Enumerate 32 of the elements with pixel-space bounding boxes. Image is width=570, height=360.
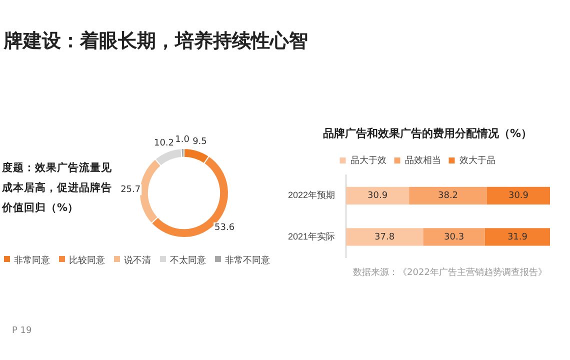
text: 度题：效果广告流量见成本居高，促进品牌告价值回归（%） (2, 160, 113, 216)
bar (484, 228, 550, 246)
bar (486, 186, 550, 204)
data-label: 37.8 (374, 232, 395, 242)
data-label: 30.3 (444, 232, 464, 242)
y-tick-label: 2022年预期 (288, 190, 336, 200)
data-label: 9.5 (192, 137, 207, 148)
data-label: 30.9 (508, 190, 529, 201)
chart-title: 品牌广告和效果广告的费用分配情况（%） (322, 126, 534, 141)
text: 牌建设：着眼长期，培养持续性心智 (4, 29, 308, 54)
bar (409, 186, 487, 204)
data-label: 31.9 (507, 232, 528, 242)
legend-label: 比较同意 (68, 254, 105, 267)
data-label: 10.2 (154, 138, 174, 149)
data-label: 38.2 (438, 190, 458, 201)
bar (423, 228, 485, 246)
legend-label: 效大于品 (459, 154, 496, 165)
legend-label: 非常不同意 (224, 254, 270, 267)
legend-label: 不太同意 (169, 254, 206, 267)
bar (346, 186, 410, 204)
data-label: 1.0 (175, 134, 190, 145)
data-label: 25.7 (120, 185, 141, 196)
bar (346, 228, 424, 246)
data-label: 53.6 (214, 223, 235, 234)
data-label: 30.9 (368, 190, 388, 201)
text: P 19 (12, 326, 32, 336)
legend-label: 说不清 (123, 254, 151, 267)
y-tick-label: 2021年实际 (288, 231, 336, 242)
legend-label: 品效相当 (404, 154, 441, 165)
source-note: 数据来源：《2022年广告主营销趋势调查报告》 (352, 266, 548, 279)
legend-label: 品大于效 (350, 154, 386, 165)
legend-label: 非常同意 (13, 254, 50, 267)
